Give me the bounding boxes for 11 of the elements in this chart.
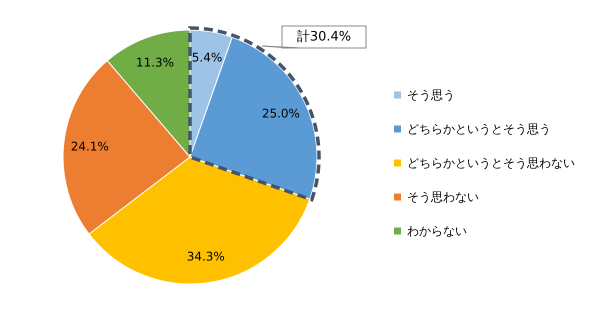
text: 計30.4%: [296, 30, 352, 44]
data-label: 25.0%: [262, 106, 300, 120]
legend-label: どちらかというとそう思わない: [407, 156, 575, 170]
legend-label: どちらかというとそう思う: [407, 122, 551, 136]
data-label: 24.1%: [70, 139, 109, 154]
legend-label: そう思う: [407, 88, 455, 102]
data-label: 34.3%: [186, 250, 225, 264]
data-label: 11.3%: [136, 55, 174, 70]
legend-label: そう思わない: [407, 190, 479, 204]
data-label: 5.4%: [192, 50, 222, 65]
legend-label: わからない: [407, 224, 467, 238]
